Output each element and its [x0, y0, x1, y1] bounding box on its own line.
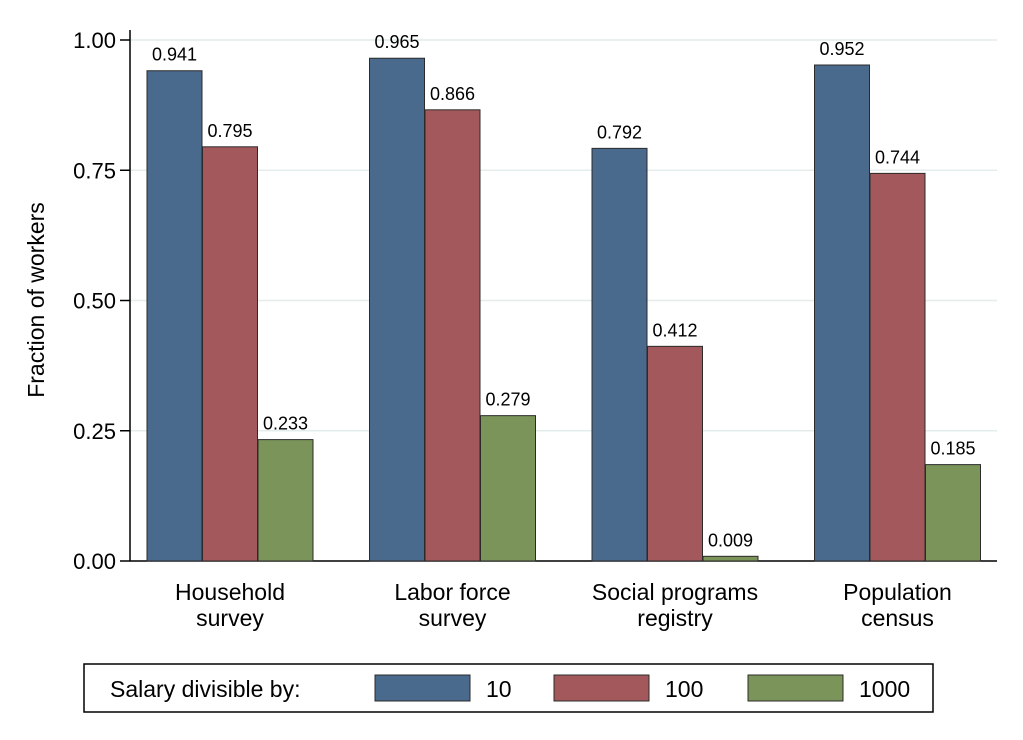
category-label: Labor force — [394, 579, 510, 605]
data-label: 0.941 — [152, 45, 197, 65]
data-label: 0.952 — [819, 39, 864, 59]
category-label: survey — [419, 605, 487, 631]
bar-1000-2 — [702, 555, 759, 562]
y-tick-label: 0.25 — [73, 419, 116, 444]
bar-100-0 — [202, 146, 258, 562]
category-label: registry — [637, 605, 713, 631]
data-label: 0.795 — [207, 121, 252, 141]
y-axis-title: Fraction of workers — [23, 202, 49, 398]
bar-100-3 — [869, 172, 926, 562]
data-label: 0.412 — [652, 320, 697, 340]
bar-100-2 — [647, 345, 703, 562]
data-label: 0.185 — [930, 439, 975, 459]
data-label: 0.792 — [597, 122, 642, 142]
y-tick-label: 1.00 — [73, 28, 116, 53]
category-label: census — [861, 605, 934, 631]
data-label: 0.233 — [263, 414, 308, 434]
y-tick-label: 0.50 — [73, 289, 116, 314]
bar-1000-3 — [925, 464, 981, 562]
y-tick-label: 0.75 — [73, 158, 116, 183]
legend-label: 100 — [665, 676, 703, 702]
category-label: survey — [196, 605, 264, 631]
category-label: Household — [175, 579, 285, 605]
bar-10-0 — [146, 70, 203, 562]
legend-title: Salary divisible by: — [110, 676, 300, 702]
legend-label: 10 — [486, 676, 512, 702]
legend-swatch-10 — [374, 674, 471, 702]
data-label: 0.279 — [485, 390, 530, 410]
data-label: 0.744 — [875, 147, 920, 167]
legend-swatch-100 — [553, 674, 650, 702]
data-label: 0.866 — [430, 84, 475, 104]
bar-10-2 — [591, 147, 648, 562]
legend-label: 1000 — [859, 676, 910, 702]
bar-100-1 — [424, 109, 481, 562]
data-label: 0.009 — [708, 530, 753, 550]
bar-10-3 — [814, 64, 870, 562]
bar-10-1 — [369, 57, 425, 562]
legend-swatch-1000 — [747, 674, 844, 702]
category-label: Social programs — [592, 579, 758, 605]
category-label: Population — [843, 579, 952, 605]
y-tick-label: 0.00 — [73, 549, 116, 574]
bar-1000-1 — [480, 415, 536, 562]
bar-1000-0 — [257, 439, 314, 562]
data-label: 0.965 — [374, 32, 419, 52]
